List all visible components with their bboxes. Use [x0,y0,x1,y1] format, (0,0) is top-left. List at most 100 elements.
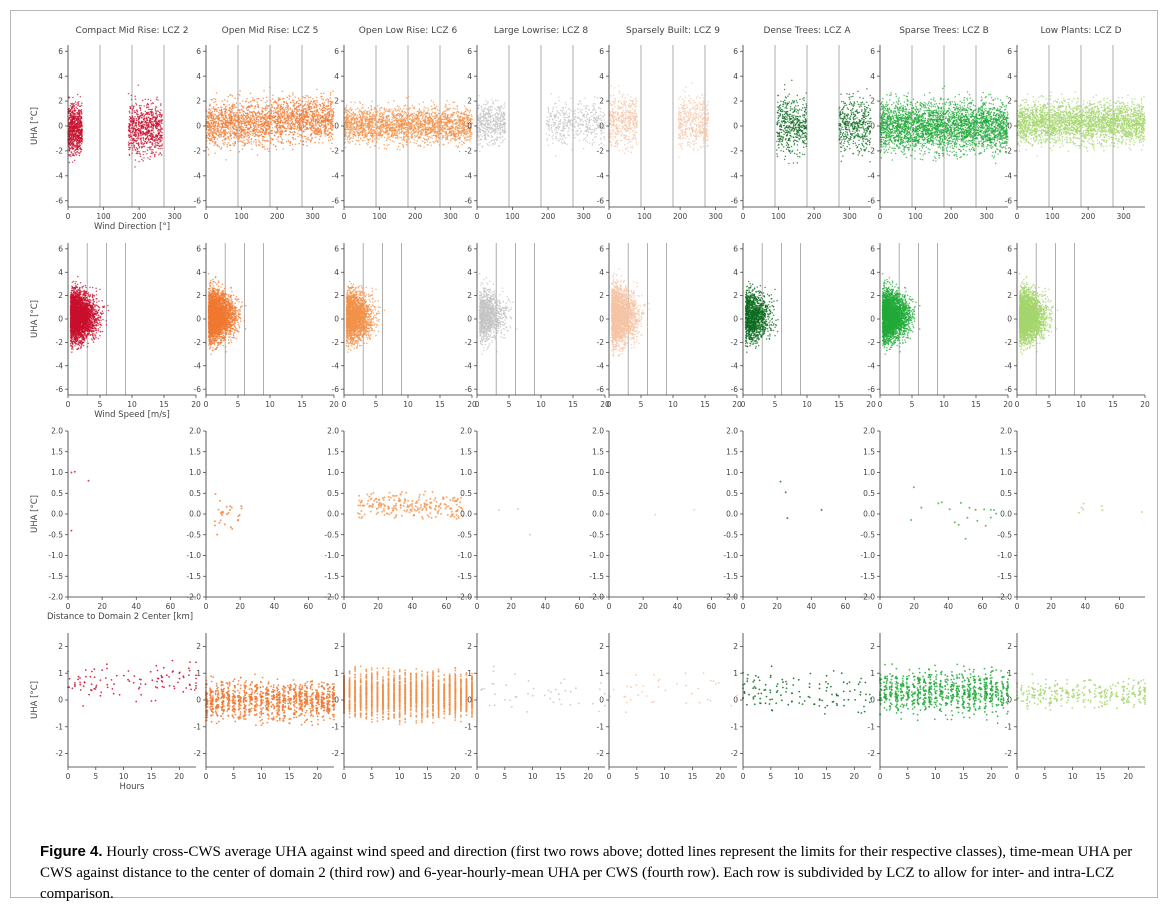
data-point [282,91,284,93]
data-point [312,111,314,113]
data-point [79,140,81,142]
data-point [252,120,254,122]
data-point [235,141,237,143]
data-point [237,127,239,129]
data-point [223,127,225,129]
data-point [267,106,269,108]
data-point [212,128,214,130]
data-point [77,104,79,106]
data-point [143,105,145,107]
data-point [244,124,246,126]
data-point [294,131,296,133]
data-point [161,140,163,142]
data-point [281,141,283,143]
x-tick-label: 100 [96,212,111,221]
data-point [151,136,153,138]
data-point [250,131,252,133]
data-point [129,154,131,156]
data-point [154,154,156,156]
data-point [314,142,316,144]
data-point [320,135,322,137]
data-point [316,105,318,107]
data-point [79,142,81,144]
data-point [214,124,216,126]
data-point [232,116,234,118]
data-point [271,110,273,112]
data-point [147,103,149,105]
data-point [212,120,214,122]
data-point [242,118,244,120]
data-point [150,121,152,123]
data-point [327,109,329,111]
data-point [243,130,245,132]
data-point [129,119,131,121]
data-point [280,110,282,112]
data-point [68,144,70,146]
data-point [298,98,300,100]
data-point [279,125,281,127]
data-point [321,98,323,100]
data-point [259,113,261,115]
data-point [80,130,82,132]
data-point [280,125,282,127]
data-point [258,119,260,121]
data-point [135,141,137,143]
data-point [290,115,292,117]
data-point [68,135,70,137]
data-point [74,108,76,110]
data-point [265,125,267,127]
data-point [79,155,81,157]
data-point [307,104,309,106]
data-point [330,103,332,105]
data-point [145,135,147,137]
data-point [74,135,76,137]
data-point [213,109,215,111]
data-point [284,114,286,116]
data-point [330,94,332,96]
data-point [72,153,74,155]
data-point [227,118,229,120]
data-point [138,144,140,146]
data-point [316,133,318,135]
data-point [224,112,226,114]
data-point [256,121,258,123]
data-point [136,126,138,128]
data-point [144,115,146,117]
data-point [325,117,327,119]
data-point [295,143,297,145]
data-point [270,118,272,120]
data-point [306,110,308,112]
data-point [319,118,321,120]
data-point [260,131,262,133]
data-point [72,141,74,143]
data-point [328,99,330,101]
data-point [332,115,334,117]
data-point [143,132,145,134]
data-point [287,108,289,110]
data-point [298,143,300,145]
data-point [207,132,209,134]
data-point [263,130,265,132]
data-point [71,130,73,132]
data-point [319,115,321,117]
data-point [272,98,274,100]
data-point [330,122,332,124]
data-point [136,104,138,106]
data-point [278,136,280,138]
data-point [275,121,277,123]
data-point [221,123,223,125]
data-point [75,104,77,106]
data-point [213,144,215,146]
data-point [330,106,332,108]
data-point [377,105,379,107]
data-point [137,116,139,118]
data-point [144,124,146,126]
data-point [309,127,311,129]
data-point [277,129,279,131]
data-point [297,111,299,113]
data-point [274,102,276,104]
data-point [250,141,252,143]
data-point [257,129,259,131]
data-point [307,121,309,123]
data-point [150,147,152,149]
